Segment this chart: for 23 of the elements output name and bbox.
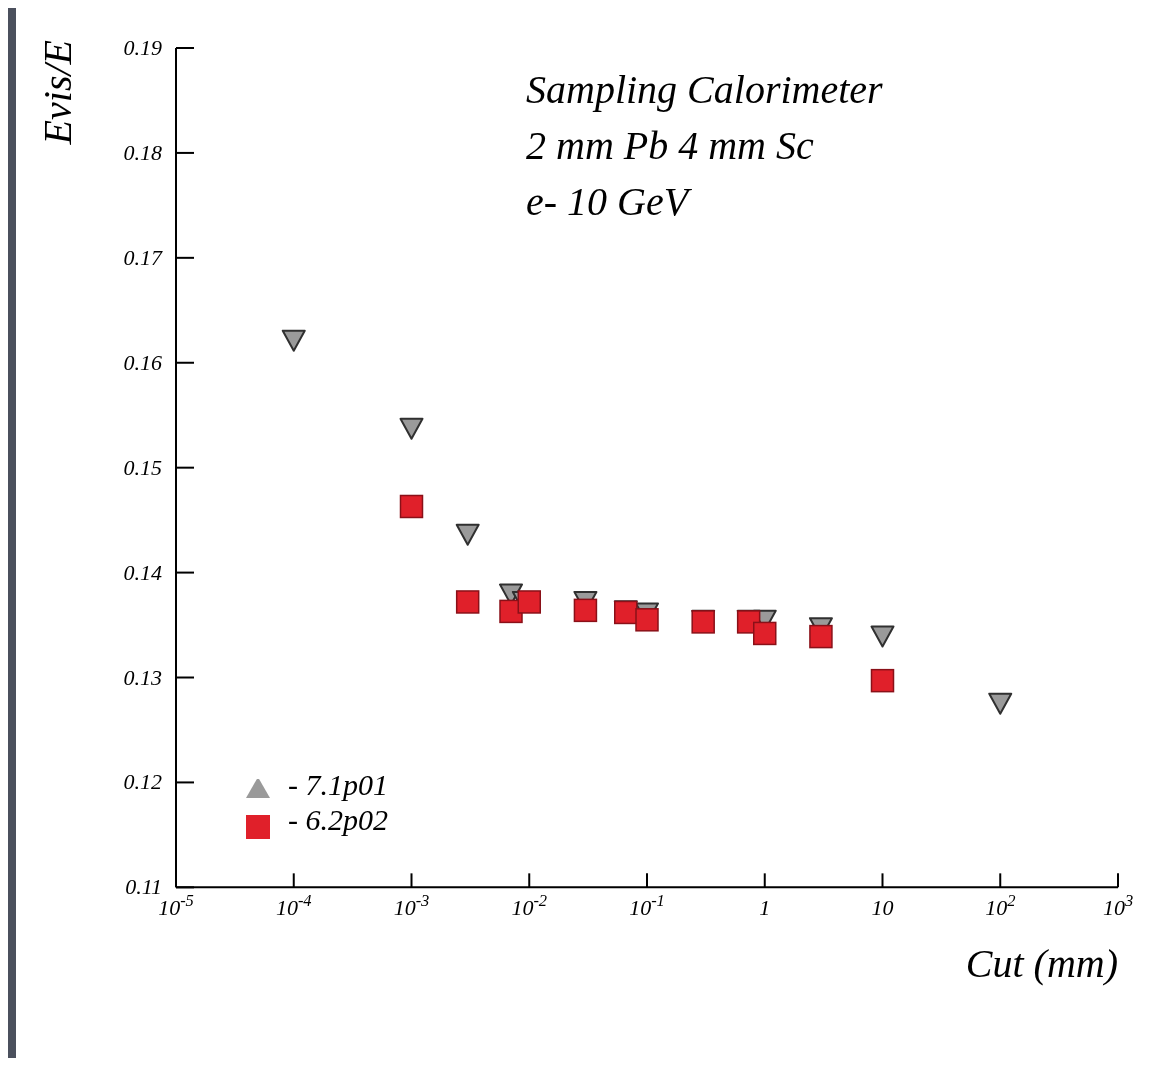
annotation: e- 10 GeV <box>526 179 693 224</box>
x-tick-label: 1 <box>759 895 771 921</box>
legend-label: - 6.2p02 <box>288 803 388 837</box>
x-tick-label: 10$^{-2}$ <box>511 890 548 921</box>
x-tick-label: 10$^{-3}$ <box>393 890 430 921</box>
x-tick-label: 10$^{-4}$ <box>275 890 312 921</box>
y-tick-label: 0.18 <box>123 139 162 165</box>
y-axis-title: Evis/E <box>35 40 80 146</box>
annotation: Sampling Calorimeter <box>526 67 884 112</box>
x-tick-label: 10$^{2}$ <box>985 890 1016 921</box>
y-tick-label: 0.17 <box>123 244 163 270</box>
y-tick-label: 0.14 <box>123 559 162 585</box>
x-axis-title: Cut (mm) <box>965 941 1118 987</box>
x-tick-label: 10 <box>871 895 894 921</box>
x-tick-label: 10$^{-1}$ <box>629 890 665 921</box>
annotation: 2 mm Pb 4 mm Sc <box>526 123 814 168</box>
y-tick-label: 0.12 <box>123 769 162 795</box>
y-tick-label: 0.19 <box>123 35 162 60</box>
x-tick-label: 10$^{3}$ <box>1102 890 1134 921</box>
y-tick-label: 0.16 <box>123 349 162 375</box>
y-tick-label: 0.13 <box>123 664 162 690</box>
y-tick-label: 0.15 <box>123 454 162 480</box>
legend-label: - 7.1p01 <box>288 768 388 801</box>
